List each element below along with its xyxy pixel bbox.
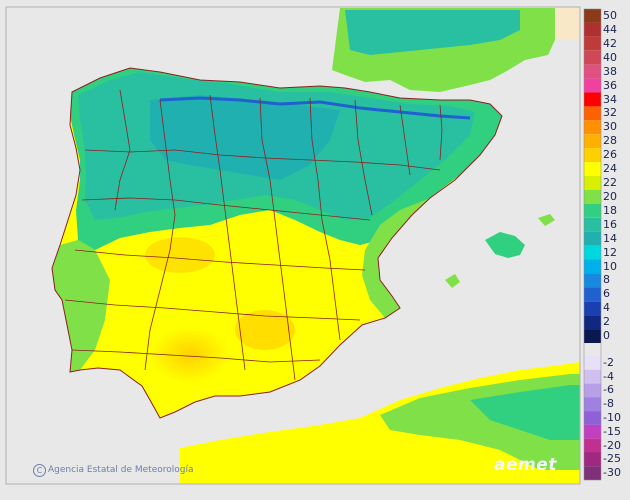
legend-swatch xyxy=(584,424,601,439)
legend-swatch xyxy=(584,176,601,190)
pyrenees-cold-line xyxy=(159,96,471,120)
france-corner xyxy=(555,8,580,40)
legend-label: 38 xyxy=(603,64,617,78)
legend-label: 8 xyxy=(603,273,610,287)
legend-label: 32 xyxy=(603,106,617,120)
legend-label: 40 xyxy=(603,50,617,64)
legend-swatch xyxy=(584,466,601,480)
legend-swatch xyxy=(584,64,601,79)
legend-swatch xyxy=(584,231,601,246)
legend-label: 22 xyxy=(603,176,617,189)
legend-swatch xyxy=(584,245,601,260)
legend-label: -25 xyxy=(603,452,621,466)
legend-swatch xyxy=(584,134,601,149)
copyright-icon: C xyxy=(33,464,46,477)
legend-swatch xyxy=(584,287,601,302)
province-borders xyxy=(64,89,443,381)
france-north-region xyxy=(345,10,520,55)
legend-swatch xyxy=(584,411,601,425)
legend-swatch xyxy=(584,203,601,218)
legend-swatch xyxy=(584,438,601,453)
brand-logo: aemet xyxy=(494,455,557,475)
legend-swatch xyxy=(584,36,601,51)
legend-swatch xyxy=(584,189,601,204)
legend-swatch xyxy=(584,315,601,330)
menorca-island xyxy=(538,214,555,226)
legend-label: 36 xyxy=(603,78,617,92)
east-coast-zone xyxy=(362,198,430,318)
legend-swatch xyxy=(584,369,601,384)
legend-label: -2 xyxy=(603,355,614,369)
central-warm-zone xyxy=(235,310,295,350)
legend-label: 4 xyxy=(603,301,610,315)
legend-swatch xyxy=(584,301,601,316)
legend-color-bar xyxy=(583,8,602,481)
central-teal-zone xyxy=(150,95,340,180)
legend-label: -10 xyxy=(603,411,621,424)
west-warm-zone xyxy=(145,237,215,273)
legend-label: -30 xyxy=(603,466,621,480)
south-warm-zone xyxy=(150,327,230,383)
ibiza-island xyxy=(445,274,460,288)
iberia-coastline xyxy=(51,67,503,419)
legend-label: 24 xyxy=(603,162,617,175)
legend-label: 12 xyxy=(603,245,617,259)
legend-frame xyxy=(583,8,602,481)
legend-label: 0 xyxy=(603,329,610,342)
legend-swatch xyxy=(584,78,601,93)
credit-text: Agencia Estatal de Meteorología xyxy=(48,465,194,475)
legend-label: 30 xyxy=(603,120,617,134)
legend-label: 6 xyxy=(603,287,610,301)
legend-swatch xyxy=(584,120,601,135)
legend-label: 26 xyxy=(603,148,617,162)
legend-swatch xyxy=(584,273,601,288)
legend-label: 20 xyxy=(603,189,617,203)
legend-label: 44 xyxy=(603,22,617,36)
legend-swatch xyxy=(584,9,601,23)
legend-swatch xyxy=(584,397,601,412)
legend-swatch xyxy=(584,356,601,370)
legend-label: -15 xyxy=(603,424,621,438)
legend-label: 42 xyxy=(603,36,617,50)
legend-swatch xyxy=(584,383,601,398)
legend-label: -4 xyxy=(603,369,614,383)
legend-label: 34 xyxy=(603,92,617,106)
legend-label: 14 xyxy=(603,231,617,245)
map-frame xyxy=(5,6,581,485)
legend-label: 2 xyxy=(603,315,610,329)
legend-swatch xyxy=(584,22,601,37)
legend-label: 10 xyxy=(603,259,617,273)
legend-label: 18 xyxy=(603,203,617,217)
legend-swatch xyxy=(584,259,601,274)
legend-swatch xyxy=(584,148,601,163)
legend-label: 28 xyxy=(603,134,617,148)
mallorca-island xyxy=(485,232,525,258)
portugal-coast-zone xyxy=(52,240,110,372)
legend-swatch xyxy=(584,162,601,176)
legend-swatch xyxy=(584,329,601,343)
legend-label: -8 xyxy=(603,397,614,411)
legend-label: 16 xyxy=(603,217,617,231)
legend-swatch xyxy=(584,217,601,232)
north-africa-teal xyxy=(470,385,580,440)
legend-label: -6 xyxy=(603,383,614,397)
legend-swatch xyxy=(584,50,601,65)
legend-swatch xyxy=(584,106,601,121)
legend-swatch xyxy=(584,92,601,107)
legend-label: -20 xyxy=(603,438,621,452)
legend-swatch xyxy=(584,452,601,467)
legend-label: 50 xyxy=(603,9,617,22)
